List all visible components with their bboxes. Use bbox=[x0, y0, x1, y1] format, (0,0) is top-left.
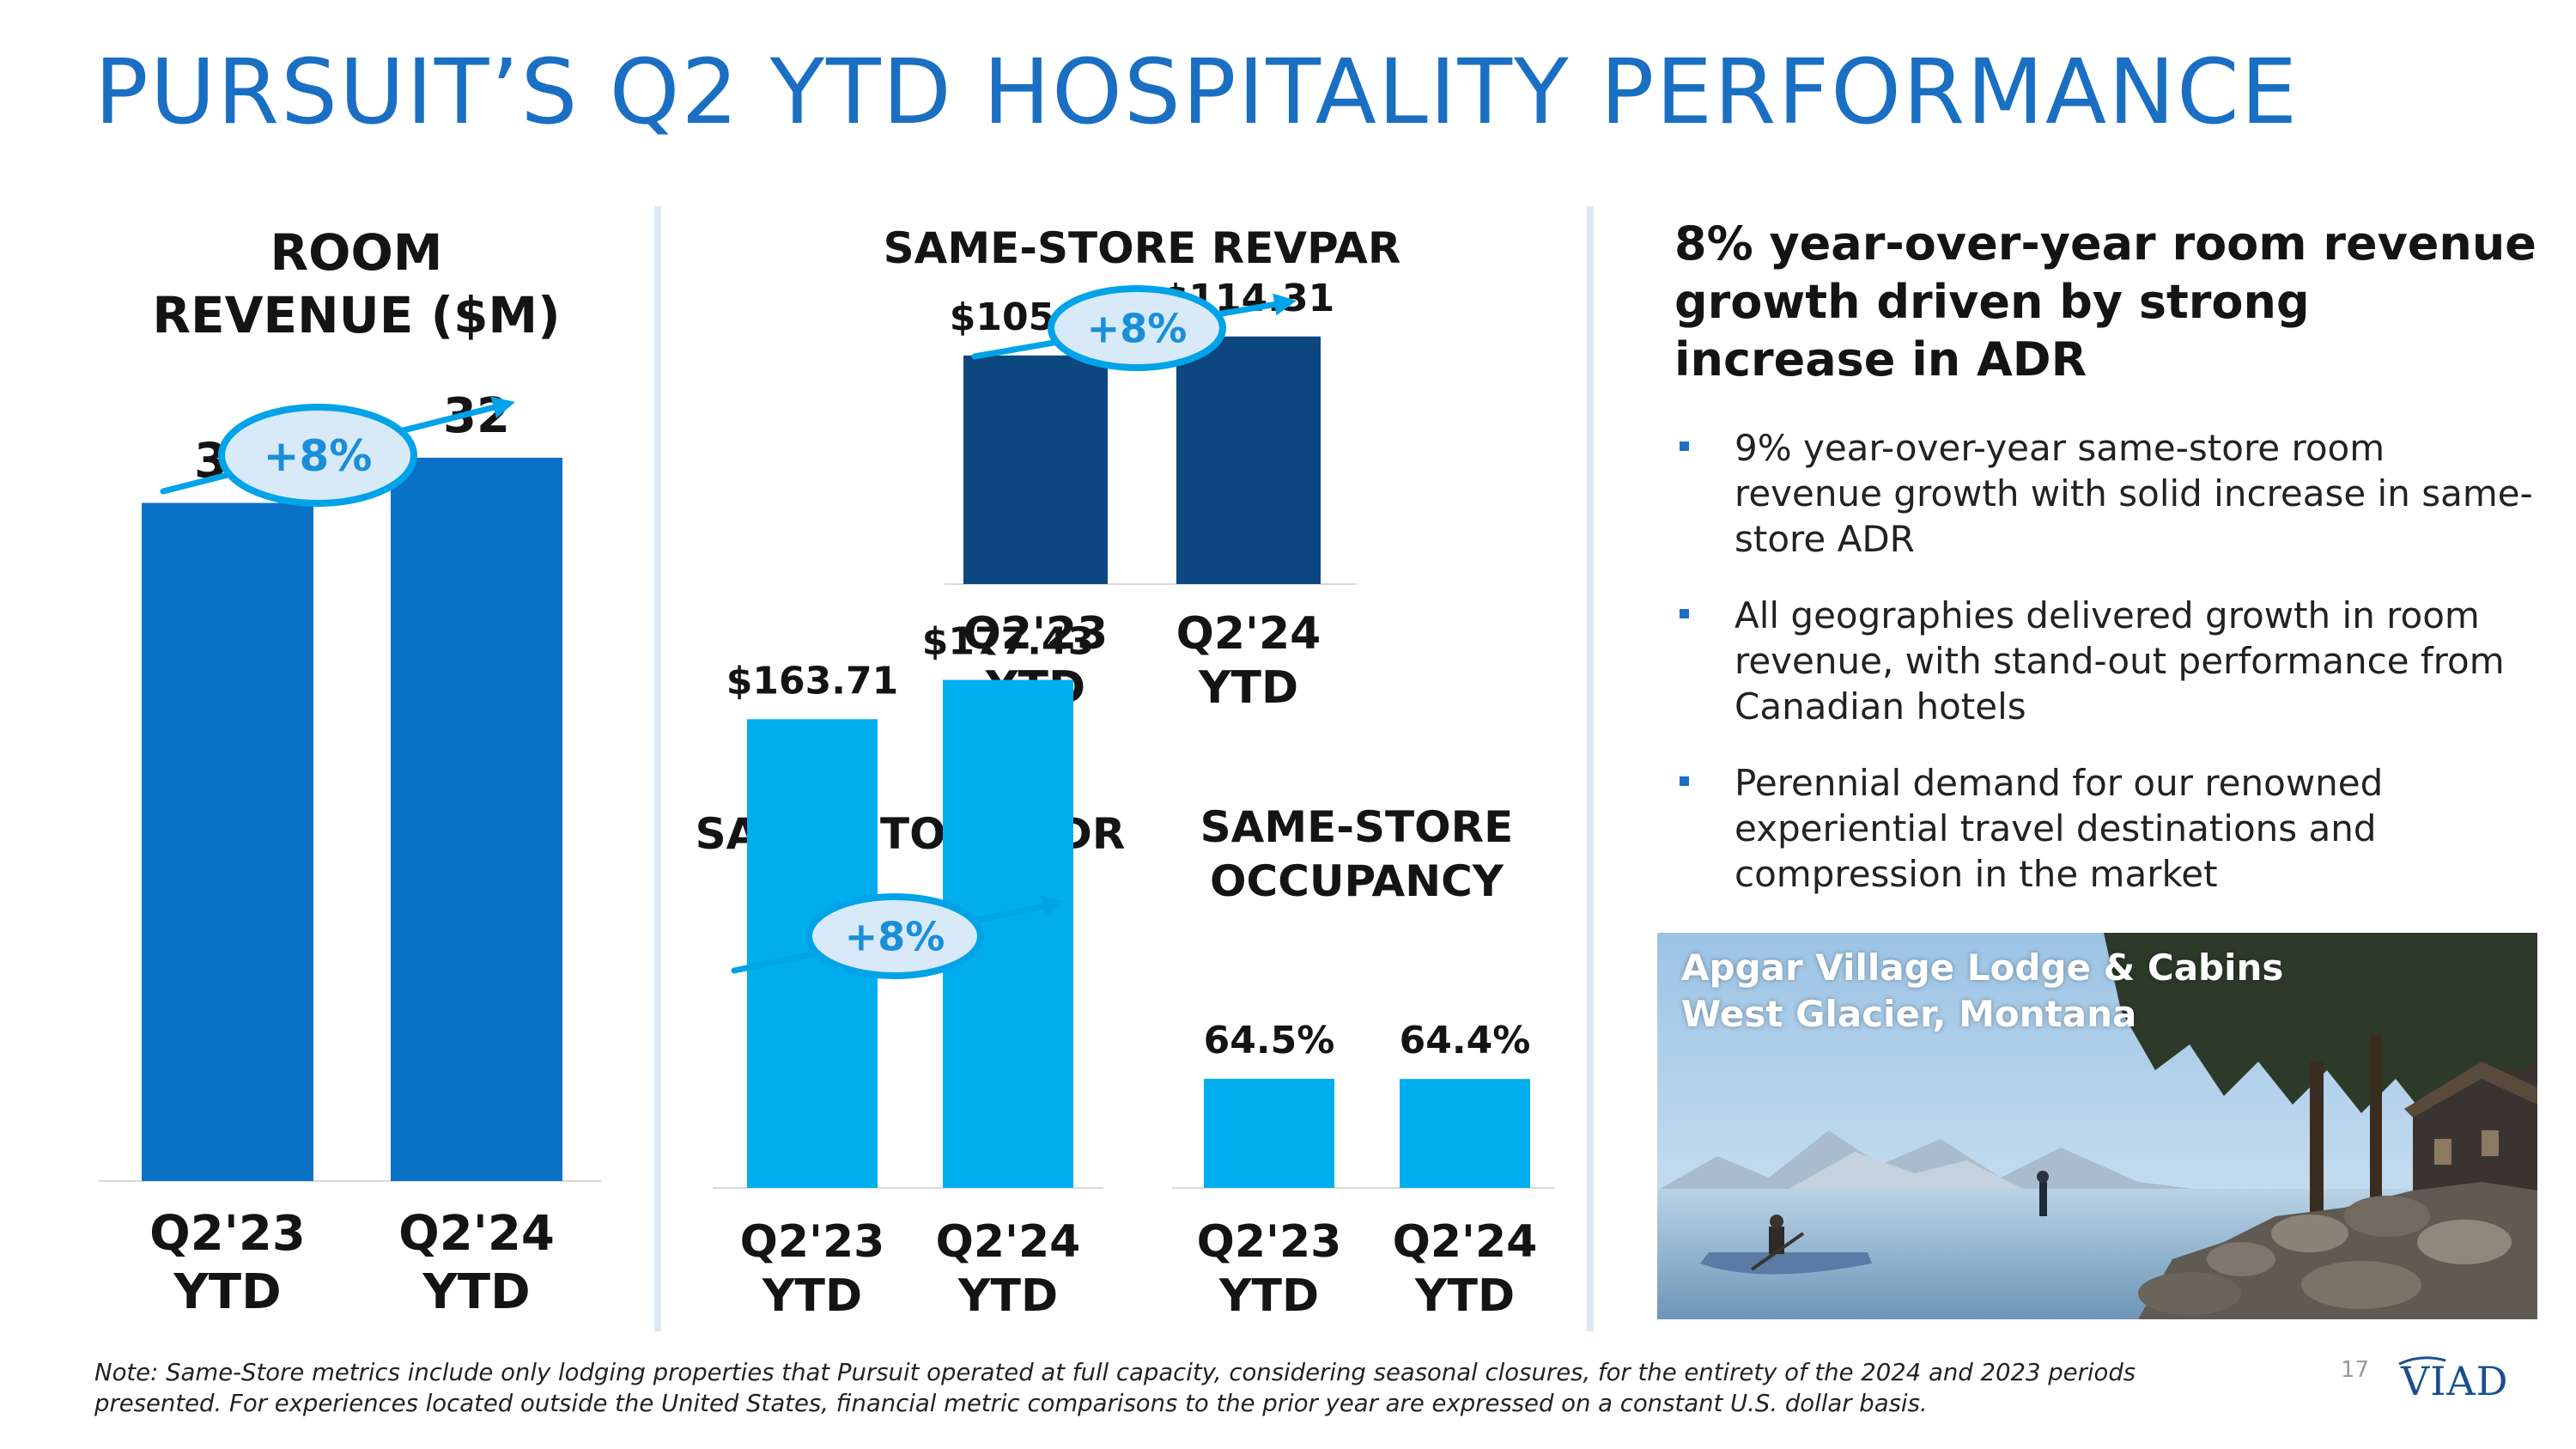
category-label: Q2'24 bbox=[1176, 608, 1321, 660]
bullet-square-icon bbox=[1680, 609, 1689, 618]
viad-logo: VIAD bbox=[2398, 1356, 2509, 1404]
bullet-item: Perennial demand for our renowned experi… bbox=[1674, 760, 2542, 897]
bullet-text: 9% year-over-year same-store room revenu… bbox=[1735, 427, 2533, 560]
data-label: $163.71 bbox=[726, 659, 898, 703]
bullet-item: 9% year-over-year same-store room revenu… bbox=[1674, 425, 2542, 562]
bullet-text: Perennial demand for our renowned experi… bbox=[1735, 762, 2384, 895]
room-revenue-chart-title: ROOM REVENUE ($M) bbox=[94, 222, 618, 346]
growth-arrow-icon bbox=[1040, 895, 1065, 918]
category-label: YTD bbox=[957, 1270, 1058, 1322]
category-label: Q2'23 bbox=[740, 1216, 885, 1268]
photo-caption-line1: Apgar Village Lodge & Cabins bbox=[1681, 947, 2284, 989]
column-divider-right bbox=[1587, 206, 1594, 1331]
photo-caption: Apgar Village Lodge & Cabins West Glacie… bbox=[1681, 945, 2283, 1038]
category-label: Q2'23 bbox=[149, 1206, 306, 1262]
category-label: YTD bbox=[1218, 1270, 1319, 1322]
room-revenue-title-line2: REVENUE ($M) bbox=[152, 285, 561, 344]
photo-caption-line2: West Glacier, Montana bbox=[1681, 993, 2137, 1035]
bar bbox=[963, 355, 1108, 584]
data-label: 64.5% bbox=[1204, 1019, 1335, 1062]
category-label: Q2'23 bbox=[963, 608, 1109, 660]
bar bbox=[1176, 336, 1321, 584]
category-label: Q2'24 bbox=[1393, 1216, 1538, 1268]
bullet-list: 9% year-over-year same-store room revenu… bbox=[1674, 425, 2542, 928]
growth-label: +8% bbox=[264, 431, 373, 481]
page-title: PURSUIT’S Q2 YTD HOSPITALITY PERFORMANCE bbox=[94, 40, 2300, 144]
bullet-square-icon bbox=[1680, 776, 1689, 786]
lodge-photo: Apgar Village Lodge & Cabins West Glacie… bbox=[1657, 933, 2537, 1319]
category-label: YTD bbox=[422, 1264, 530, 1320]
bullet-square-icon bbox=[1680, 441, 1689, 451]
headline: 8% year-over-year room revenue growth dr… bbox=[1674, 216, 2537, 387]
growth-arrow-icon bbox=[490, 396, 515, 418]
category-label: YTD bbox=[1198, 662, 1298, 714]
bullet-item: All geographies delivered growth in room… bbox=[1674, 593, 2542, 729]
category-label: YTD bbox=[1414, 1270, 1515, 1322]
occupancy-title-line2: OCCUPANCY bbox=[1210, 855, 1504, 906]
growth-bubble bbox=[805, 893, 984, 979]
column-divider-left bbox=[654, 206, 661, 1331]
category-label: Q2'24 bbox=[936, 1216, 1081, 1268]
viad-logo-text: VIAD bbox=[2400, 1358, 2509, 1404]
revpar-chart-title: SAME-STORE REVPAR bbox=[883, 223, 1401, 273]
footnote: Note: Same-Store metrics include only lo… bbox=[94, 1359, 2136, 1417]
category-label: YTD bbox=[762, 1270, 862, 1322]
category-label: Q2'23 bbox=[1197, 1216, 1342, 1268]
data-label: 64.4% bbox=[1400, 1019, 1531, 1062]
bullet-text: All geographies delivered growth in room… bbox=[1735, 594, 2505, 728]
bar bbox=[142, 502, 313, 1181]
data-label: $177.43 bbox=[922, 620, 1094, 664]
bar bbox=[1204, 1078, 1334, 1188]
growth-label: +8% bbox=[845, 914, 945, 960]
growth-bubble bbox=[218, 404, 417, 507]
bar bbox=[1400, 1079, 1530, 1188]
lake-scene-image bbox=[1657, 933, 2537, 1319]
category-label: Q2'24 bbox=[398, 1206, 555, 1262]
growth-arrow-icon bbox=[1273, 293, 1297, 316]
growth-bubble bbox=[1048, 285, 1226, 371]
room-revenue-title-line1: ROOM bbox=[270, 223, 443, 282]
occupancy-title-line1: SAME-STORE bbox=[1200, 802, 1514, 852]
bar bbox=[391, 457, 562, 1181]
occupancy-chart-title: SAME-STORE OCCUPANCY bbox=[1168, 801, 1546, 908]
page-number: 17 bbox=[2341, 1357, 2370, 1383]
growth-label: +8% bbox=[1087, 306, 1188, 352]
category-label: YTD bbox=[173, 1264, 281, 1320]
